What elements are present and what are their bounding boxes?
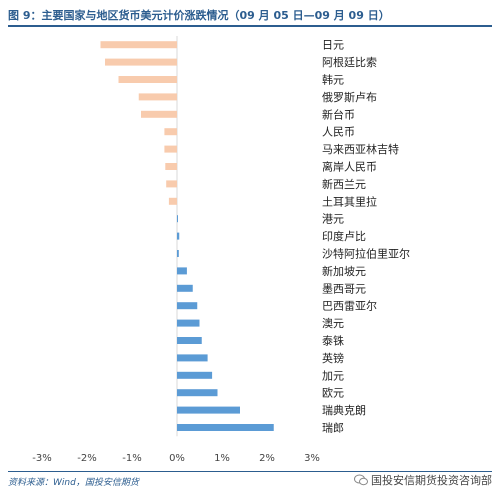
bar-9	[166, 180, 177, 188]
category-label: 印度卢比	[322, 229, 366, 243]
wechat-icon	[354, 474, 368, 486]
bar-4	[138, 93, 177, 101]
x-tick-label: 1%	[214, 453, 230, 464]
category-label: 马来西亚林吉特	[322, 142, 399, 156]
category-label: 韩元	[322, 73, 344, 87]
x-tick-label: 0%	[169, 453, 185, 464]
bar-1	[100, 41, 177, 49]
category-label: 巴西雷亚尔	[322, 300, 377, 313]
category-label: 瑞郎	[322, 421, 344, 435]
footer-rule	[8, 471, 492, 472]
bar-22	[177, 406, 240, 414]
bar-17	[177, 319, 200, 327]
x-tick-label: 2%	[259, 453, 275, 464]
category-label: 泰铢	[322, 334, 344, 348]
category-label: 新西兰元	[322, 177, 366, 191]
bar-6	[164, 128, 177, 136]
bar-19	[177, 354, 208, 362]
bar-3	[118, 76, 177, 83]
bar-21	[177, 389, 218, 397]
category-label: 土耳其里拉	[322, 194, 377, 208]
bar-20	[177, 371, 213, 379]
watermark-text: 国投安信期货投资咨询部	[371, 474, 492, 487]
bar-11	[177, 215, 178, 223]
bar-23	[177, 424, 274, 431]
x-tick-label: -2%	[77, 453, 96, 464]
category-label: 沙特阿拉伯里亚尔	[322, 247, 410, 261]
category-label: 欧元	[322, 387, 344, 400]
category-label: 港元	[322, 213, 344, 226]
bar-14	[177, 267, 187, 275]
bar-8	[165, 163, 177, 170]
category-label: 新台币	[322, 107, 355, 121]
category-label: 墨西哥元	[322, 282, 366, 295]
bar-12	[177, 232, 180, 240]
bar-15	[177, 284, 193, 292]
title-rule	[8, 25, 492, 27]
category-label: 加元	[322, 369, 344, 382]
bar-18	[177, 337, 202, 344]
category-label: 人民币	[322, 126, 355, 139]
category-labels-group: 日元阿根廷比索韩元俄罗斯卢布新台币人民币马来西亚林吉特离岸人民币新西兰元土耳其里…	[322, 39, 410, 435]
x-tick-label: -3%	[32, 453, 51, 464]
bar-7	[164, 145, 177, 153]
watermark: 国投安信期货投资咨询部	[354, 472, 492, 488]
x-tick-label: 3%	[304, 453, 320, 464]
bar-10	[168, 197, 177, 205]
bars-group	[100, 36, 274, 437]
category-label: 瑞典克朗	[322, 403, 366, 417]
bar-13	[177, 250, 179, 257]
bar-2	[105, 58, 177, 66]
category-label: 澳元	[322, 317, 344, 330]
chart-title: 图 9：主要国家与地区货币美元计价涨跌情况（09 月 05 日—09 月 09 …	[8, 9, 390, 22]
bar-5	[141, 110, 177, 118]
tick-labels-group: -3% -2% -1% 0% 1% 2% 3%	[32, 453, 320, 464]
category-label: 阿根廷比索	[322, 55, 377, 69]
category-label: 日元	[322, 39, 344, 52]
category-label: 离岸人民币	[322, 160, 377, 174]
source-note: 资料来源：Wind，国投安信期货	[8, 478, 139, 488]
category-label: 俄罗斯卢布	[322, 91, 377, 104]
category-label: 英镑	[322, 351, 344, 365]
x-tick-label: -1%	[122, 453, 141, 464]
category-label: 新加坡元	[322, 264, 366, 278]
bar-16	[177, 302, 198, 310]
